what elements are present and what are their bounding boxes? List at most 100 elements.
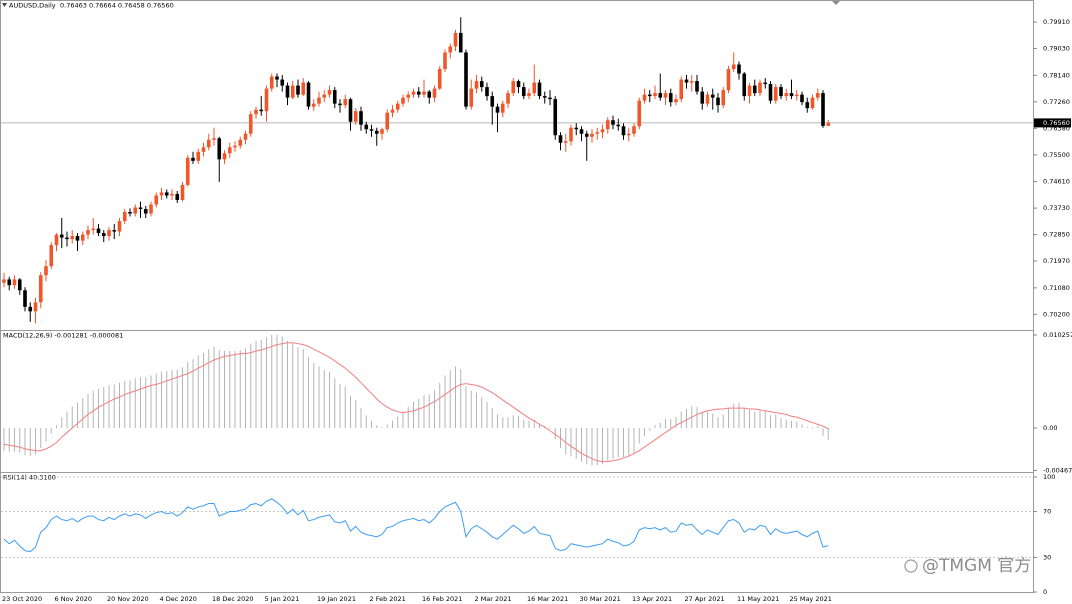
candle-body: [17, 279, 22, 291]
x-tick-label: 13 Apr 2021: [632, 595, 672, 603]
candle-body: [401, 97, 405, 104]
candle-body: [107, 230, 111, 237]
candle-body: [59, 234, 64, 238]
x-tick-label: 2 Feb 2021: [370, 595, 406, 603]
candle-body: [275, 76, 279, 80]
candle-body: [453, 32, 458, 47]
candle-body: [395, 103, 400, 110]
candle-body: [348, 99, 353, 122]
ohlc-readout: 0.76463 0.76664 0.76458 0.76560: [60, 2, 174, 10]
candle-body: [710, 94, 715, 98]
y-tick-label: 0.79910: [1043, 18, 1070, 26]
candle-body: [38, 275, 43, 303]
indicator-line: [3, 342, 829, 463]
candle-body: [800, 94, 804, 103]
candle-body: [437, 69, 442, 89]
candle-body: [821, 93, 825, 126]
candle-body: [33, 302, 38, 312]
watermark: @TMGM 官方: [922, 556, 1031, 576]
candle-body: [521, 87, 526, 97]
candle-body: [70, 236, 75, 240]
candle-body: [385, 112, 390, 130]
candle-body: [684, 79, 689, 83]
candle-body: [490, 96, 495, 107]
candle-body: [679, 79, 684, 100]
candle-body: [616, 124, 621, 127]
candle-body: [647, 94, 652, 97]
x-tick-label: 2 Mar 2021: [475, 595, 512, 603]
price-label-box: [1034, 118, 1071, 128]
candle-body: [317, 97, 321, 104]
candle-body: [185, 157, 190, 185]
candle-body: [611, 120, 615, 125]
candle-body: [233, 145, 237, 148]
x-tick-label: 23 Oct 2020: [2, 595, 42, 603]
candle-body: [826, 122, 831, 126]
candle-body: [563, 141, 568, 143]
candle-body: [758, 82, 762, 94]
candle-body: [458, 32, 463, 53]
y-tick-label: 0.00: [1043, 424, 1057, 432]
chart-shift-marker[interactable]: [832, 1, 840, 5]
candle-body: [527, 93, 531, 97]
candle-body: [390, 109, 395, 113]
candle-body: [637, 100, 642, 127]
candle-body: [422, 91, 426, 95]
candle-body: [768, 84, 773, 101]
candle-body: [322, 94, 327, 98]
candle-body: [117, 221, 122, 232]
candle-body: [721, 90, 726, 106]
candle-body: [500, 103, 505, 113]
candle-body: [495, 106, 500, 113]
candle-body: [532, 82, 537, 94]
y-tick-label: 0.71970: [1043, 257, 1070, 265]
candle-body: [695, 81, 699, 92]
y-tick-label: 0.72850: [1043, 231, 1070, 239]
candle-body: [700, 91, 705, 104]
candle-body: [238, 139, 243, 146]
y-tick-label: 0.74610: [1043, 178, 1070, 186]
candle-body: [600, 129, 605, 133]
watermark-icon: [904, 559, 918, 573]
candle-body: [359, 111, 363, 125]
candle-body: [164, 192, 169, 196]
candle-body: [516, 81, 521, 88]
candle-body: [2, 279, 6, 283]
symbol-menu-icon[interactable]: [2, 3, 7, 7]
candle-body: [296, 85, 300, 95]
candle-body: [674, 99, 678, 103]
candle-body: [464, 52, 468, 107]
candle-body: [154, 195, 159, 205]
candle-body: [338, 103, 342, 106]
candle-body: [763, 82, 768, 85]
candle-body: [243, 133, 248, 140]
candle-body: [269, 76, 274, 89]
candle-body: [805, 102, 810, 109]
y-tick-label: 0.010257: [1043, 331, 1072, 339]
candle-body: [742, 73, 747, 97]
candle-body: [65, 237, 69, 240]
candle-body: [122, 212, 127, 222]
candle-body: [579, 129, 584, 134]
x-tick-label: 25 May 2021: [790, 595, 832, 603]
y-tick-label: 0.75500: [1043, 151, 1070, 159]
candle-body: [737, 64, 741, 74]
candle-body: [632, 126, 636, 134]
y-tick-label: 0.76380: [1043, 124, 1070, 132]
candle-body: [469, 88, 474, 107]
candle-body: [96, 228, 101, 234]
candle-body: [542, 96, 547, 98]
candle-body: [212, 138, 216, 140]
candle-body: [485, 87, 489, 97]
candle-body: [663, 93, 668, 98]
candle-body: [332, 90, 337, 104]
candle-body: [54, 234, 59, 246]
candle-body: [726, 69, 731, 91]
y-tick-label: 30: [1043, 554, 1051, 562]
candle-body: [301, 82, 306, 95]
x-tick-label: 5 Jan 2021: [265, 595, 300, 603]
candle-body: [773, 87, 778, 101]
y-tick-label: 0.70200: [1043, 310, 1070, 318]
candle-body: [217, 138, 222, 160]
